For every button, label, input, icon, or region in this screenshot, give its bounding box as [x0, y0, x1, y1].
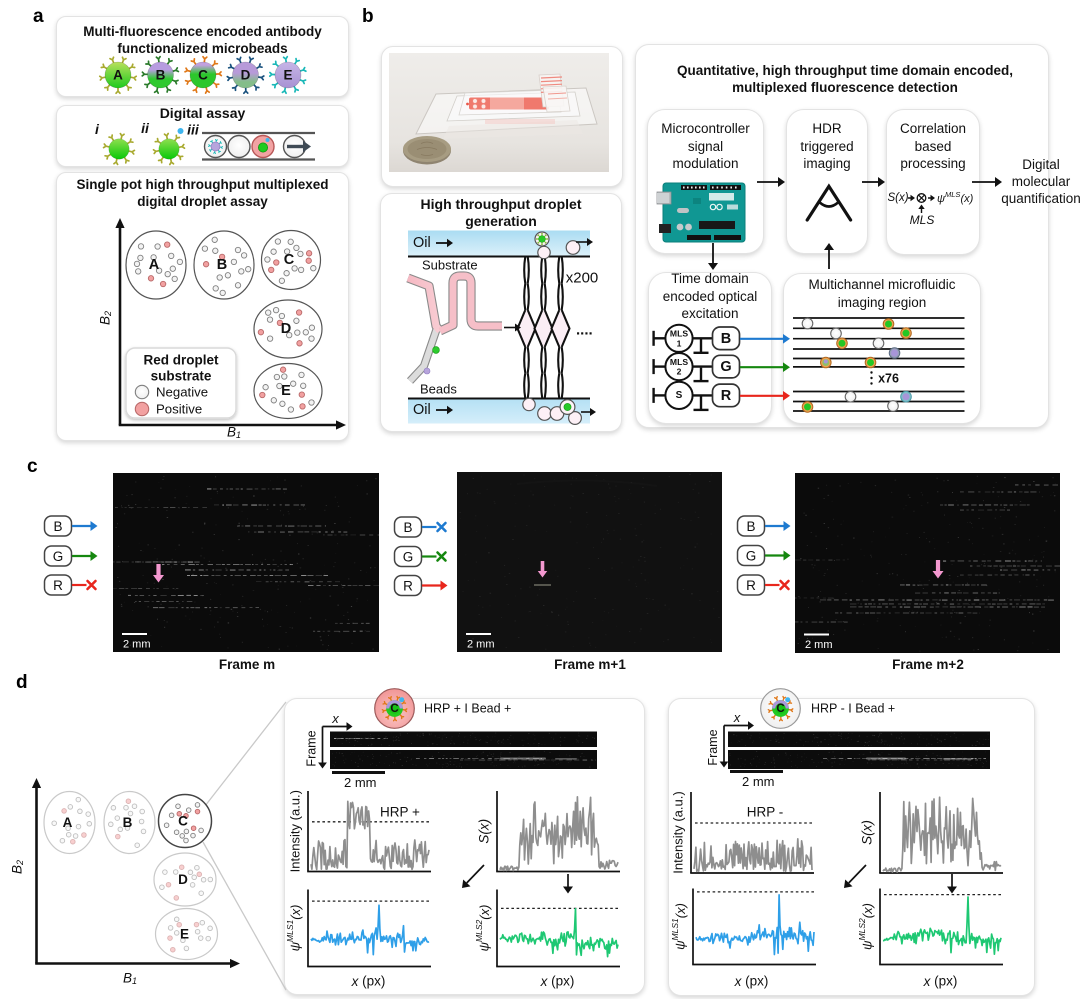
svg-text:R: R [403, 579, 413, 594]
svg-text:A: A [113, 68, 123, 83]
svg-text:B: B [721, 331, 731, 347]
svg-text:B: B [53, 519, 62, 534]
svg-text:D: D [178, 872, 188, 887]
svg-text:2 mm: 2 mm [467, 639, 495, 651]
svg-text:iii: iii [187, 122, 200, 138]
svg-text:x (px): x (px) [923, 974, 958, 989]
svg-text:E: E [283, 68, 292, 83]
svg-text:D: D [241, 68, 251, 83]
svg-text:x: x [733, 710, 741, 725]
svg-text:Oil: Oil [413, 235, 431, 251]
svg-text:Positive: Positive [156, 402, 202, 417]
svg-text:C: C [776, 703, 784, 715]
svg-text:x (px): x (px) [351, 974, 386, 989]
svg-text:MLS: MLS [670, 329, 688, 339]
svg-text:2 mm: 2 mm [742, 774, 775, 789]
svg-text:....: .... [576, 322, 593, 339]
svg-text:B: B [403, 520, 412, 535]
svg-text:x (px): x (px) [540, 974, 575, 989]
svg-text:x: x [331, 711, 339, 726]
svg-text:substrate: substrate [151, 369, 212, 384]
svg-text:G: G [720, 359, 731, 375]
svg-text:D: D [281, 321, 291, 337]
svg-text:A: A [63, 815, 73, 830]
svg-text:S(x): S(x) [860, 820, 875, 845]
svg-text:G: G [53, 549, 64, 564]
svg-text:HRP -: HRP - [747, 805, 784, 820]
svg-text:C: C [178, 814, 188, 829]
svg-text:2 mm: 2 mm [344, 775, 377, 790]
svg-text:2 mm: 2 mm [805, 639, 833, 651]
svg-text:x200: x200 [566, 270, 599, 287]
svg-text:Red droplet: Red droplet [143, 353, 219, 368]
svg-text:MLS: MLS [910, 213, 935, 227]
svg-text:MLS: MLS [670, 357, 688, 367]
svg-text:R: R [746, 578, 756, 593]
svg-text:B: B [123, 815, 133, 830]
svg-text:Intensity (a.u.): Intensity (a.u.) [671, 791, 686, 873]
svg-text:G: G [746, 549, 757, 564]
svg-text:HRP + I Bead +: HRP + I Bead + [424, 702, 511, 716]
svg-text:S: S [676, 390, 683, 401]
svg-text:Negative: Negative [156, 385, 208, 400]
svg-text:HRP +: HRP + [380, 805, 420, 820]
svg-text:E: E [281, 383, 291, 399]
svg-text:HRP - I Bead +: HRP - I Bead + [811, 702, 895, 716]
svg-text:Substrate: Substrate [422, 258, 478, 273]
svg-text:S(x): S(x) [887, 192, 908, 204]
svg-text:Oil: Oil [413, 402, 431, 418]
svg-text:ii: ii [141, 120, 150, 136]
svg-text:B: B [217, 257, 227, 273]
svg-text:S(x): S(x) [477, 819, 492, 844]
svg-text:G: G [403, 550, 414, 565]
svg-text:C: C [198, 68, 208, 83]
svg-text:R: R [53, 578, 63, 593]
svg-text:B: B [156, 68, 166, 83]
svg-text:2: 2 [677, 367, 682, 377]
svg-text:1: 1 [677, 338, 682, 348]
svg-text:Frame: Frame [305, 730, 319, 766]
svg-text:Intensity (a.u.): Intensity (a.u.) [288, 790, 303, 872]
svg-text:R: R [721, 388, 732, 404]
svg-text:x76: x76 [878, 372, 899, 386]
svg-text:Frame: Frame [706, 729, 720, 765]
svg-text:C: C [390, 703, 398, 715]
svg-text:B: B [746, 519, 755, 534]
svg-text:C: C [284, 252, 295, 268]
svg-text:2 mm: 2 mm [123, 638, 151, 650]
svg-text:i: i [95, 121, 100, 137]
svg-text:x (px): x (px) [734, 974, 769, 989]
svg-text:A: A [149, 257, 160, 273]
svg-text:E: E [180, 927, 189, 942]
svg-text:Beads: Beads [420, 382, 457, 397]
